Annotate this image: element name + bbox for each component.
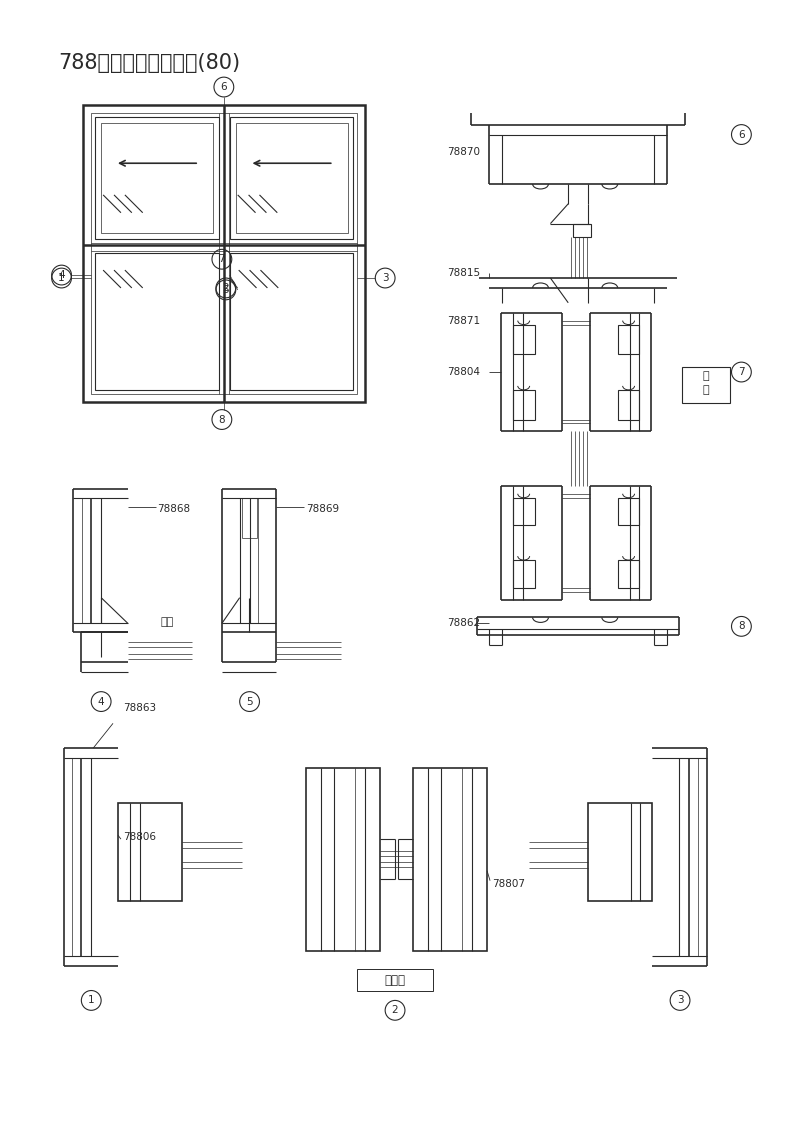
Bar [118,803,182,901]
Text: 8: 8 [738,621,745,631]
Text: 5: 5 [222,285,229,295]
Text: 7: 7 [738,368,745,377]
Bar [306,768,380,951]
Bar [618,498,639,526]
Text: 78815: 78815 [447,268,481,278]
Text: 78807: 78807 [492,879,525,889]
Text: 78869: 78869 [306,503,339,513]
Bar [236,122,347,233]
Bar [513,560,534,588]
Text: 1: 1 [58,273,65,283]
Text: 4: 4 [58,270,65,280]
Bar [513,325,534,354]
Text: 1: 1 [88,995,94,1005]
Text: 3: 3 [382,273,389,283]
Text: 室外: 室外 [161,618,174,628]
Text: 5: 5 [246,697,253,707]
Bar [95,253,219,390]
Text: 2: 2 [392,1005,398,1016]
Bar [230,253,354,390]
Bar [618,390,639,420]
Bar [588,803,652,901]
Text: 7: 7 [218,254,225,265]
Bar [230,116,354,240]
Text: 2: 2 [222,283,229,293]
Text: 78870: 78870 [447,147,481,157]
Bar [513,390,534,420]
Bar [83,105,366,402]
Text: 78806: 78806 [123,832,156,843]
Text: 78804: 78804 [447,368,481,377]
Text: 8: 8 [218,415,225,424]
Bar [618,325,639,354]
Text: 6: 6 [738,130,745,139]
Bar [513,498,534,526]
Text: 78862: 78862 [447,619,481,629]
Text: 4: 4 [98,697,105,707]
Text: 78871: 78871 [447,316,481,326]
Bar [358,969,433,991]
Bar [91,113,358,394]
Text: 室　外: 室 外 [385,974,406,987]
Bar [95,116,219,240]
Text: 3: 3 [677,995,683,1005]
Bar [573,224,591,238]
Text: 788系列推拉窗结构图(80): 788系列推拉窗结构图(80) [58,53,241,74]
Text: 78868: 78868 [158,503,190,513]
Bar [413,768,487,951]
Bar [101,122,213,233]
Text: 室: 室 [702,371,709,381]
Text: 6: 6 [221,83,227,92]
Text: 78863: 78863 [123,703,156,714]
Bar [682,368,730,403]
Bar [618,560,639,588]
Text: 外: 外 [702,385,709,395]
